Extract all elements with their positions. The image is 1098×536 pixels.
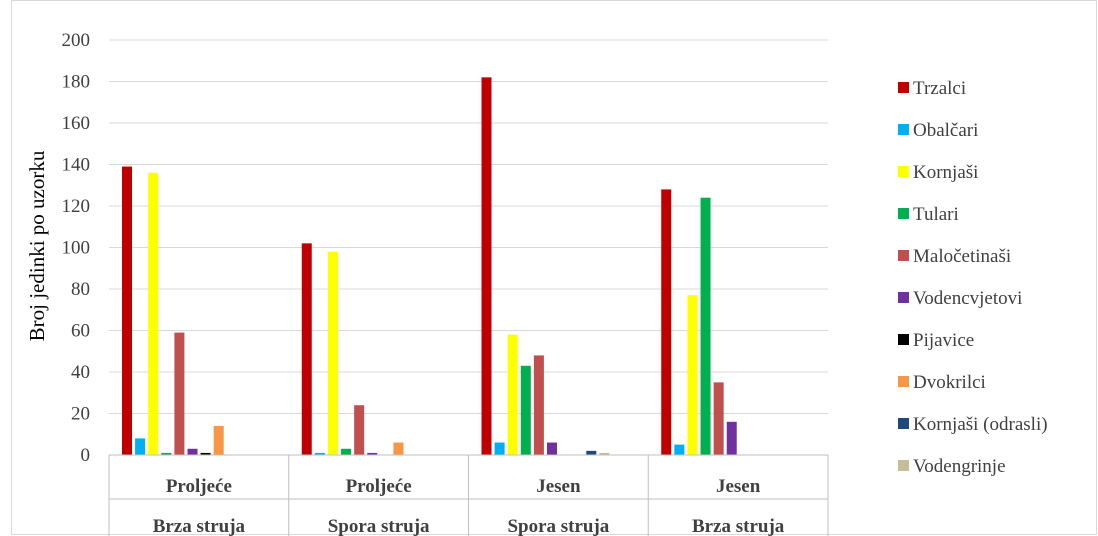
legend-label: Vodengrinje <box>913 456 1006 477</box>
bar <box>661 189 672 455</box>
axes: 0 20 40 60 80 100 120 140 160 180 200 Proljeće Brza … <box>62 30 829 536</box>
y-tick-label: 200 <box>62 30 91 51</box>
bar <box>314 452 325 455</box>
legend-label: Kornjaši <box>913 162 978 183</box>
chart-frame <box>11 0 1097 535</box>
x-category-label-season: Proljeće <box>346 476 412 497</box>
bar <box>700 197 711 455</box>
gridlines <box>109 39 828 414</box>
legend-label: Maločetinaši <box>913 246 1011 267</box>
bar <box>599 452 610 455</box>
legend-swatch <box>898 418 909 429</box>
y-tick-label: 80 <box>71 279 90 300</box>
bar <box>520 365 531 455</box>
x-category-label-flow: Spora struja <box>507 516 609 536</box>
x-category-label-flow: Brza struja <box>153 516 246 536</box>
bar <box>393 442 404 455</box>
y-tick-label: 120 <box>62 196 91 217</box>
legend-swatch <box>898 166 909 177</box>
bars <box>122 77 737 456</box>
bar <box>674 444 685 455</box>
bar <box>687 295 698 455</box>
bar <box>187 448 198 455</box>
legend-swatch <box>898 334 909 345</box>
legend-label: Tulari <box>913 204 959 225</box>
bar <box>174 332 185 455</box>
legend-label: Pijavice <box>913 330 974 351</box>
bar <box>161 452 172 455</box>
bar <box>213 425 224 455</box>
y-tick-label: 20 <box>71 404 90 425</box>
y-tick-label: 40 <box>71 362 90 383</box>
legend-label: Dvokrilci <box>913 372 986 393</box>
y-axis-label: Broj jedinki po uzorku <box>25 150 49 341</box>
bar <box>367 452 378 455</box>
bar <box>327 251 338 455</box>
y-tick-label: 100 <box>62 238 91 259</box>
legend-label: Kornjaši (odrasli) <box>913 414 1048 435</box>
bar <box>726 421 737 455</box>
bar <box>301 243 312 455</box>
bar <box>507 334 518 455</box>
legend-label: Trzalci <box>913 78 966 99</box>
legend-swatch <box>898 460 909 471</box>
x-category-label-season: Proljeće <box>166 476 232 497</box>
x-category-label-flow: Spora struja <box>328 516 430 536</box>
y-tick-label: 160 <box>62 113 91 134</box>
bar <box>547 442 557 455</box>
y-tick-label: 0 <box>81 445 91 466</box>
bar <box>122 166 132 455</box>
legend-swatch <box>898 124 909 135</box>
x-category-label-season: Jesen <box>536 476 581 497</box>
bar <box>135 438 146 455</box>
x-category-label-flow: Brza struja <box>692 516 785 536</box>
legend-swatch <box>898 376 909 387</box>
bar <box>148 172 159 456</box>
bar <box>494 442 505 455</box>
y-tick-label: 60 <box>71 321 90 342</box>
legend-label: Obalčari <box>913 120 978 141</box>
bar <box>341 448 352 455</box>
x-category-label-season: Jesen <box>716 476 761 497</box>
legend-label: Vodencvjetovi <box>913 288 1022 309</box>
legend-swatch <box>898 208 909 219</box>
bar <box>354 405 365 455</box>
y-tick-label: 180 <box>62 72 91 93</box>
legend-swatch <box>898 292 909 303</box>
legend: Trzalci Obalčari Kornjaši Tulari Maločetinaš… <box>898 78 1048 477</box>
legend-swatch <box>898 250 909 261</box>
bar <box>533 355 544 455</box>
bar <box>481 77 492 455</box>
legend-swatch <box>898 82 909 93</box>
y-tick-label: 140 <box>62 155 91 176</box>
bar <box>586 450 597 455</box>
bar <box>713 382 724 455</box>
bar <box>200 452 211 455</box>
